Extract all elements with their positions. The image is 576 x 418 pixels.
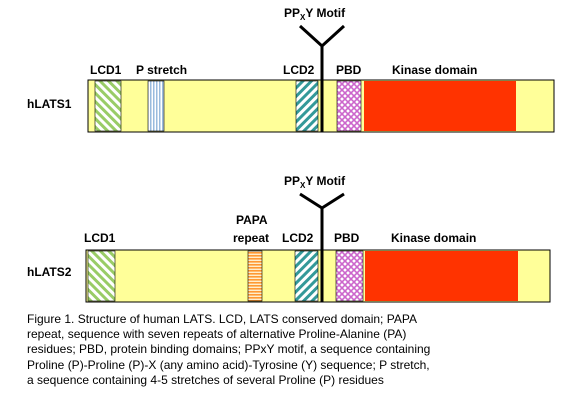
lcd1-domain bbox=[94, 80, 122, 132]
protein-name: hLATS1 bbox=[27, 97, 72, 111]
ppxy-motif-label: PPXY Motif bbox=[284, 174, 346, 190]
pbd-domain bbox=[336, 80, 362, 132]
caption-line: repeat, sequence with seven repeats of a… bbox=[27, 327, 407, 342]
kinase-domain-label: Kinase domain bbox=[391, 231, 476, 245]
kinase-domain-label: Kinase domain bbox=[392, 63, 477, 77]
caption-line: residues; PBD, protein binding domains; … bbox=[27, 342, 431, 357]
papa-repeat-label-line1: PAPA bbox=[236, 213, 268, 227]
pbd-label: PBD bbox=[336, 63, 362, 77]
ppxy-motif-marker bbox=[298, 24, 346, 132]
ppxy-motif-marker bbox=[299, 192, 345, 302]
p-stretch-label: P stretch bbox=[136, 63, 187, 77]
lcd2-label: LCD2 bbox=[283, 63, 315, 77]
kinase-domain bbox=[365, 251, 518, 301]
figure-caption: Figure 1. Structure of human LATS. LCD, … bbox=[27, 312, 557, 388]
kinase-domain bbox=[364, 81, 516, 131]
papa-repeat-label-line2: repeat bbox=[233, 231, 269, 245]
lcd1-label: LCD1 bbox=[90, 63, 122, 77]
caption-line: Figure 1. Structure of human LATS. LCD, … bbox=[27, 312, 417, 326]
lcd1-domain bbox=[87, 250, 116, 302]
hlats1-diagram: hLATS1 PPXY Motif LCD1 P stretch LCD2 PB… bbox=[27, 6, 555, 133]
papa-repeat-domain bbox=[247, 250, 263, 302]
ppxy-motif-label: PPXY Motif bbox=[284, 6, 346, 22]
pbd-domain bbox=[335, 250, 364, 302]
lcd2-domain bbox=[294, 250, 319, 302]
lcd2-domain bbox=[295, 80, 319, 132]
lcd1-label: LCD1 bbox=[84, 231, 116, 245]
caption-line: Proline (P)-Proline (P)-X (any amino aci… bbox=[27, 357, 430, 372]
hlats2-diagram: hLATS2 PPXY Motif LCD1 PAPA repeat LCD2 … bbox=[27, 174, 551, 303]
caption-line: a sequence containing 4-5 stretches of s… bbox=[27, 372, 384, 387]
lcd2-label: LCD2 bbox=[282, 231, 314, 245]
pbd-label: PBD bbox=[334, 231, 360, 245]
protein-name: hLATS2 bbox=[27, 265, 72, 279]
p-stretch-domain bbox=[147, 80, 165, 132]
